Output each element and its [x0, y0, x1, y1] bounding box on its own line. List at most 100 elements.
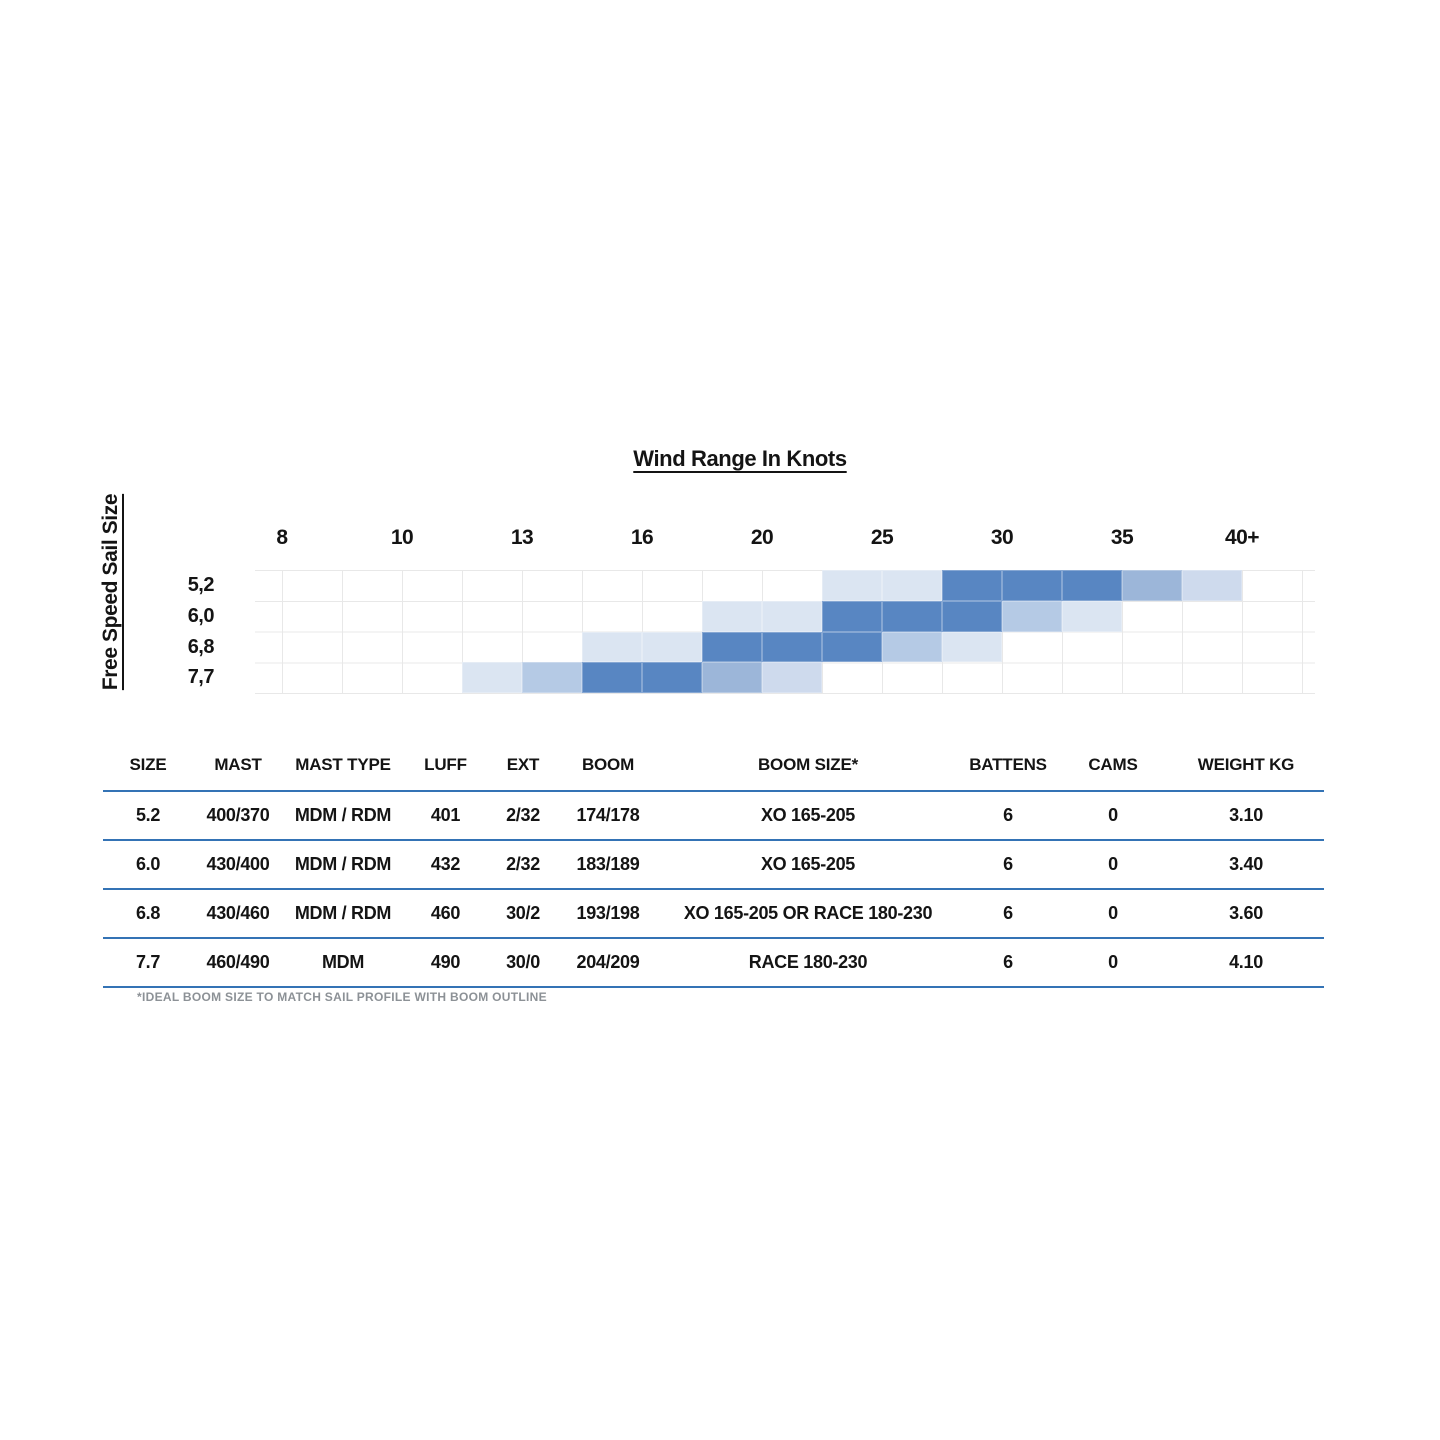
- heatmap-cell: [642, 662, 702, 693]
- heatmap-cell: [702, 662, 762, 693]
- table-cell: 6: [1003, 854, 1013, 874]
- table-cell: 183/189: [576, 854, 640, 874]
- heatmap-cell: [1062, 600, 1122, 632]
- table-row: 6.8 430/460 MDM / RDM 460 30/2 193/198 XO 165-…: [103, 888, 1324, 937]
- table-cell: 0: [1108, 952, 1118, 972]
- sail-size-label: 6,8: [187, 635, 215, 658]
- table-header-cell: WEIGHT KG: [1197, 755, 1295, 774]
- heatmap-cell: [702, 631, 762, 663]
- heatmap-cell: [1002, 600, 1062, 632]
- table-cell: MDM / RDM: [294, 854, 392, 874]
- chart-title: Wind Range In Knots: [390, 446, 1090, 472]
- table-cell: MDM / RDM: [294, 903, 392, 923]
- heatmap-cell: [582, 662, 642, 693]
- table-header-cell: BOOM SIZE*: [757, 755, 858, 774]
- heatmap-cell: [942, 631, 1002, 663]
- heatmap-cell: [942, 570, 1002, 601]
- table-row: 5.2 400/370 MDM / RDM 401 2/32 174/178 XO 165-…: [103, 790, 1324, 839]
- table-header-cell: MAST: [214, 755, 262, 774]
- table-cell: 6: [1003, 952, 1013, 972]
- table-cell: 460/490: [206, 952, 270, 972]
- table-header-cell: LUFF: [424, 755, 467, 774]
- table-cell: 0: [1108, 805, 1118, 825]
- table-cell: 3.60: [1229, 903, 1263, 923]
- table-cell: 460: [430, 903, 461, 923]
- table-cell: 7.7: [135, 952, 161, 972]
- table-cell: 3.40: [1229, 854, 1263, 874]
- table-cell: 174/178: [576, 805, 640, 825]
- table-cell: 4.10: [1229, 952, 1263, 972]
- table-cell: 0: [1108, 903, 1118, 923]
- heatmap-cell: [702, 600, 762, 632]
- table-header-cell: BOOM: [581, 755, 635, 774]
- table-row: 7.7 460/490 MDM 490 30/0 204/209 RACE 180-230 6…: [103, 937, 1324, 988]
- table-header-cell: EXT: [506, 755, 540, 774]
- x-tick-label: 30: [990, 526, 1014, 549]
- heatmap-cell: [762, 600, 822, 632]
- heatmap-cell: [1182, 570, 1242, 601]
- table-cell: 30/0: [506, 952, 540, 972]
- table-header-row: SIZE MAST MAST TYPE LUFF EXT BOOM BOOM SIZE* BA…: [103, 740, 1324, 790]
- table-cell: 204/209: [576, 952, 640, 972]
- table-cell: XO 165-205: [760, 854, 856, 874]
- heatmap-cell: [462, 662, 522, 693]
- x-tick-label: 35: [1110, 526, 1134, 549]
- sail-size-label: 6,0: [187, 604, 215, 627]
- x-tick-label: 10: [390, 526, 414, 549]
- heatmap-cell: [822, 600, 882, 632]
- table-footnote: *IDEAL BOOM SIZE TO MATCH SAIL PROFILE W…: [137, 990, 547, 1004]
- table-cell: 490: [430, 952, 461, 972]
- table-cell: 6.8: [135, 903, 161, 923]
- sail-size-label: 7,7: [187, 666, 215, 689]
- x-tick-label: 20: [750, 526, 774, 549]
- table-cell: 3.10: [1229, 805, 1263, 825]
- x-tick-label: 25: [870, 526, 894, 549]
- heatmap-cell: [882, 570, 942, 601]
- x-tick-label: 40+: [1224, 526, 1260, 549]
- sail-size-label: 5,2: [187, 574, 215, 596]
- heatmap-cell: [882, 631, 942, 663]
- table-cell: 5.2: [135, 805, 161, 825]
- heatmap-cell: [1002, 570, 1062, 601]
- x-tick-label: 16: [630, 526, 654, 549]
- table-cell: 6: [1003, 903, 1013, 923]
- heatmap-cell: [1062, 570, 1122, 601]
- table-row: 6.0 430/400 MDM / RDM 432 2/32 183/189 XO 165-…: [103, 839, 1324, 888]
- table-cell: MDM / RDM: [294, 805, 392, 825]
- table-cell: 430/460: [206, 903, 270, 923]
- heatmap-cell: [1122, 570, 1182, 601]
- table-header-cell: CAMS: [1088, 755, 1138, 774]
- heatmap-cell: [582, 631, 642, 663]
- table-cell: MDM: [321, 952, 365, 972]
- wind-range-heatmap-grid: [255, 570, 1315, 694]
- chart-title-text: Wind Range In Knots: [633, 446, 847, 471]
- table-cell: 401: [430, 805, 461, 825]
- table-cell: RACE 180-230: [748, 952, 868, 972]
- table-cell: 400/370: [206, 805, 270, 825]
- table-cell: 193/198: [576, 903, 640, 923]
- heatmap-cell: [762, 662, 822, 693]
- table-cell: 430/400: [206, 854, 270, 874]
- heatmap-cell: [822, 631, 882, 663]
- heatmap-cell: [642, 631, 702, 663]
- table-header-cell: MAST TYPE: [295, 755, 391, 774]
- table-header-cell: SIZE: [129, 755, 167, 774]
- x-tick-label: 8: [276, 526, 288, 549]
- table-cell: 6.0: [135, 854, 161, 874]
- table-cell: 432: [430, 854, 461, 874]
- x-tick-label: 13: [510, 526, 534, 549]
- table-cell: 2/32: [506, 854, 540, 874]
- heatmap-cell: [522, 662, 582, 693]
- table-cell: 0: [1108, 854, 1118, 874]
- heatmap-cell: [942, 600, 1002, 632]
- table-cell: XO 165-205 OR RACE 180-230: [683, 903, 933, 923]
- table-cell: 6: [1003, 805, 1013, 825]
- heatmap-cell: [822, 570, 882, 601]
- heatmap-cell: [882, 600, 942, 632]
- table-header-cell: BATTENS: [969, 755, 1047, 774]
- heatmap-cell: [762, 631, 822, 663]
- table-cell: 2/32: [506, 805, 540, 825]
- table-cell: 30/2: [506, 903, 540, 923]
- table-cell: XO 165-205: [760, 805, 856, 825]
